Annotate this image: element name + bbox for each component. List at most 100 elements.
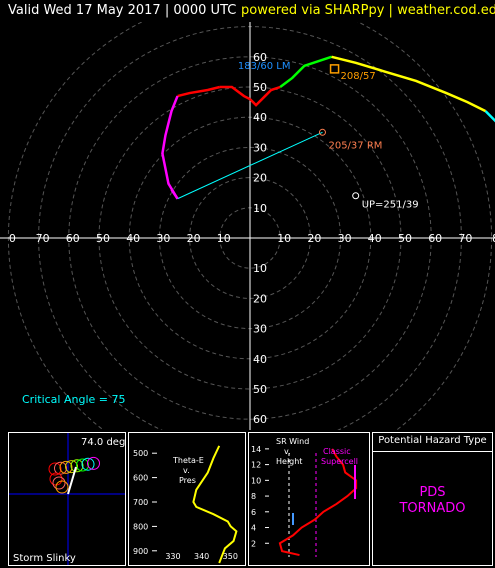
critical-angle-text: Critical Angle = 75: [22, 393, 125, 406]
hodo-segment: [249, 85, 281, 107]
ring-label-down: 30: [253, 323, 267, 336]
slinky-circle: [81, 457, 95, 471]
sr-y-tick: 4: [251, 524, 256, 533]
hodo-segment: [331, 55, 487, 113]
slinky-circle: [48, 462, 62, 476]
slinky-circle: [76, 458, 89, 472]
sr-label-1: SR Wind: [276, 437, 309, 446]
ring-label-left: 60: [66, 232, 80, 245]
critical-angle-line: [177, 131, 323, 200]
slinky-circle: [87, 456, 100, 470]
slinky-angle: 74.0 deg: [81, 437, 125, 448]
valid-time-label: Valid Wed 17 May 2017 | 0000 UTC: [8, 3, 237, 18]
credit-label: powered via SHARPpy | weather.cod.edu: [241, 3, 495, 18]
theta-e-label-2: v.: [183, 466, 190, 475]
ring-label-down: 10: [253, 262, 267, 275]
mean-wind-label: 208/57: [341, 71, 376, 82]
hazard-value-line1: PDS: [419, 485, 446, 500]
ring-label-up: 60: [253, 51, 267, 64]
theta-e-y-tick: 600: [133, 474, 148, 483]
sr-wind-line: [278, 448, 358, 557]
theta-e-y-tick: 700: [133, 498, 148, 507]
slinky-tilt-line: [67, 466, 77, 495]
theta-e-y-tick: 500: [133, 449, 148, 458]
slinky-circle-lower: [52, 476, 66, 490]
ring-label-left: 40: [126, 232, 140, 245]
up-marker: [352, 192, 360, 200]
header-bar: Valid Wed 17 May 2017 | 0000 UTC powered…: [0, 0, 495, 22]
sr-y-tick: 14: [251, 445, 261, 454]
hazard-value-line2: TORNADO: [399, 501, 466, 516]
ring-label-left: 0: [9, 232, 16, 245]
ring-label-left: 10: [217, 232, 231, 245]
hodo-segment: [219, 85, 251, 101]
ring-label-up: 10: [253, 202, 267, 215]
theta-e-label-1: Theta-E: [172, 456, 204, 465]
sr-wind-panel: 14 12 10 8 6 4 2 SR Wind v. Height Classic Sup…: [248, 432, 370, 566]
ring-label-right: 40: [368, 232, 382, 245]
theta-e-panel: 500 600 700 800 900 330 340 350 Theta-E v. Pre…: [128, 432, 246, 566]
storm-slinky-panel: 74.0 deg Storm Slinky: [8, 432, 126, 566]
hodo-segment: [279, 55, 332, 88]
theta-e-x-tick: 340: [194, 552, 209, 561]
slinky-circles: [48, 456, 100, 494]
sr-y-tick: 2: [251, 539, 256, 548]
sr-y-tick: 6: [251, 508, 256, 517]
hodo-segment: [170, 188, 179, 200]
ring-label-left: 50: [96, 232, 110, 245]
sr-label-3: Height: [276, 457, 302, 466]
ring-label-down: 50: [253, 383, 267, 396]
ring-label-left: 30: [156, 232, 170, 245]
theta-e-label-3: Pres: [179, 476, 196, 485]
ring-label-down: 40: [253, 353, 267, 366]
hazard-title: Potential Hazard Type: [378, 435, 487, 446]
theta-e-y-ticks: 500 600 700 800 900: [133, 449, 157, 556]
ring-label-right: 10: [277, 232, 291, 245]
ring-label-left: 70: [36, 232, 50, 245]
sr-y-tick: 10: [251, 476, 261, 485]
rm-marker: [318, 128, 326, 136]
ring-label-up: 40: [253, 111, 267, 124]
rm-label: 205/37 RM: [328, 140, 382, 151]
ring-label-up: 30: [253, 141, 267, 154]
slinky-circle-lower: [55, 480, 69, 494]
ring-label-up: 50: [253, 81, 267, 94]
hodo-segment: [484, 110, 495, 123]
theta-e-x-tick: 330: [165, 552, 180, 561]
lm-label: 183/60 LM: [238, 61, 291, 72]
hodo-segment: [177, 85, 221, 98]
sr-y-tick: 12: [251, 461, 261, 470]
sr-label-2: v.: [284, 447, 291, 456]
hazard-divider: [373, 451, 492, 452]
hodograph-panel: 10 20 30 40 50 60 10 20 30 40 50 60 10 20 30 40 50 60 70 0 1…: [0, 22, 495, 430]
sr-y-tick: 8: [251, 492, 256, 501]
hodograph-trace: [161, 55, 495, 200]
theta-e-line: [192, 445, 238, 564]
slinky-circle: [65, 460, 78, 474]
hodo-segment: [161, 95, 179, 200]
hazard-value: PDS TORNADO: [373, 485, 492, 517]
ring-label-down: 20: [253, 292, 267, 305]
theta-e-y-tick: 900: [133, 547, 148, 556]
slinky-circle: [54, 461, 67, 475]
ring-label-down: 60: [253, 413, 267, 426]
theta-e-x-tick: 350: [223, 552, 238, 561]
slinky-circle: [59, 460, 73, 474]
sr-wind-y-ticks: 14 12 10 8 6 4 2: [251, 445, 269, 548]
hodograph-ring-labels: 10 20 30 40 50 60 10 20 30 40 50 60 10 20 30 40 50 60 70 0 1…: [9, 51, 495, 426]
sr-classic-2: Supercell: [321, 457, 358, 466]
hodograph-axes: [0, 22, 495, 430]
theta-e-x-ticks: 330 340 350: [165, 552, 238, 561]
mean-wind-marker: [329, 64, 340, 74]
hazard-panel: Potential Hazard Type PDS TORNADO: [372, 432, 493, 566]
slinky-circle: [70, 459, 84, 473]
ring-label-up: 20: [253, 172, 267, 185]
ring-label-right: 20: [307, 232, 321, 245]
ring-label-right: 60: [428, 232, 442, 245]
ring-label-left: 20: [187, 232, 201, 245]
ring-label-right: 8: [492, 232, 495, 245]
ring-label-right: 70: [458, 232, 472, 245]
slinky-label: Storm Slinky: [13, 553, 76, 564]
theta-e-y-tick: 800: [133, 522, 148, 531]
